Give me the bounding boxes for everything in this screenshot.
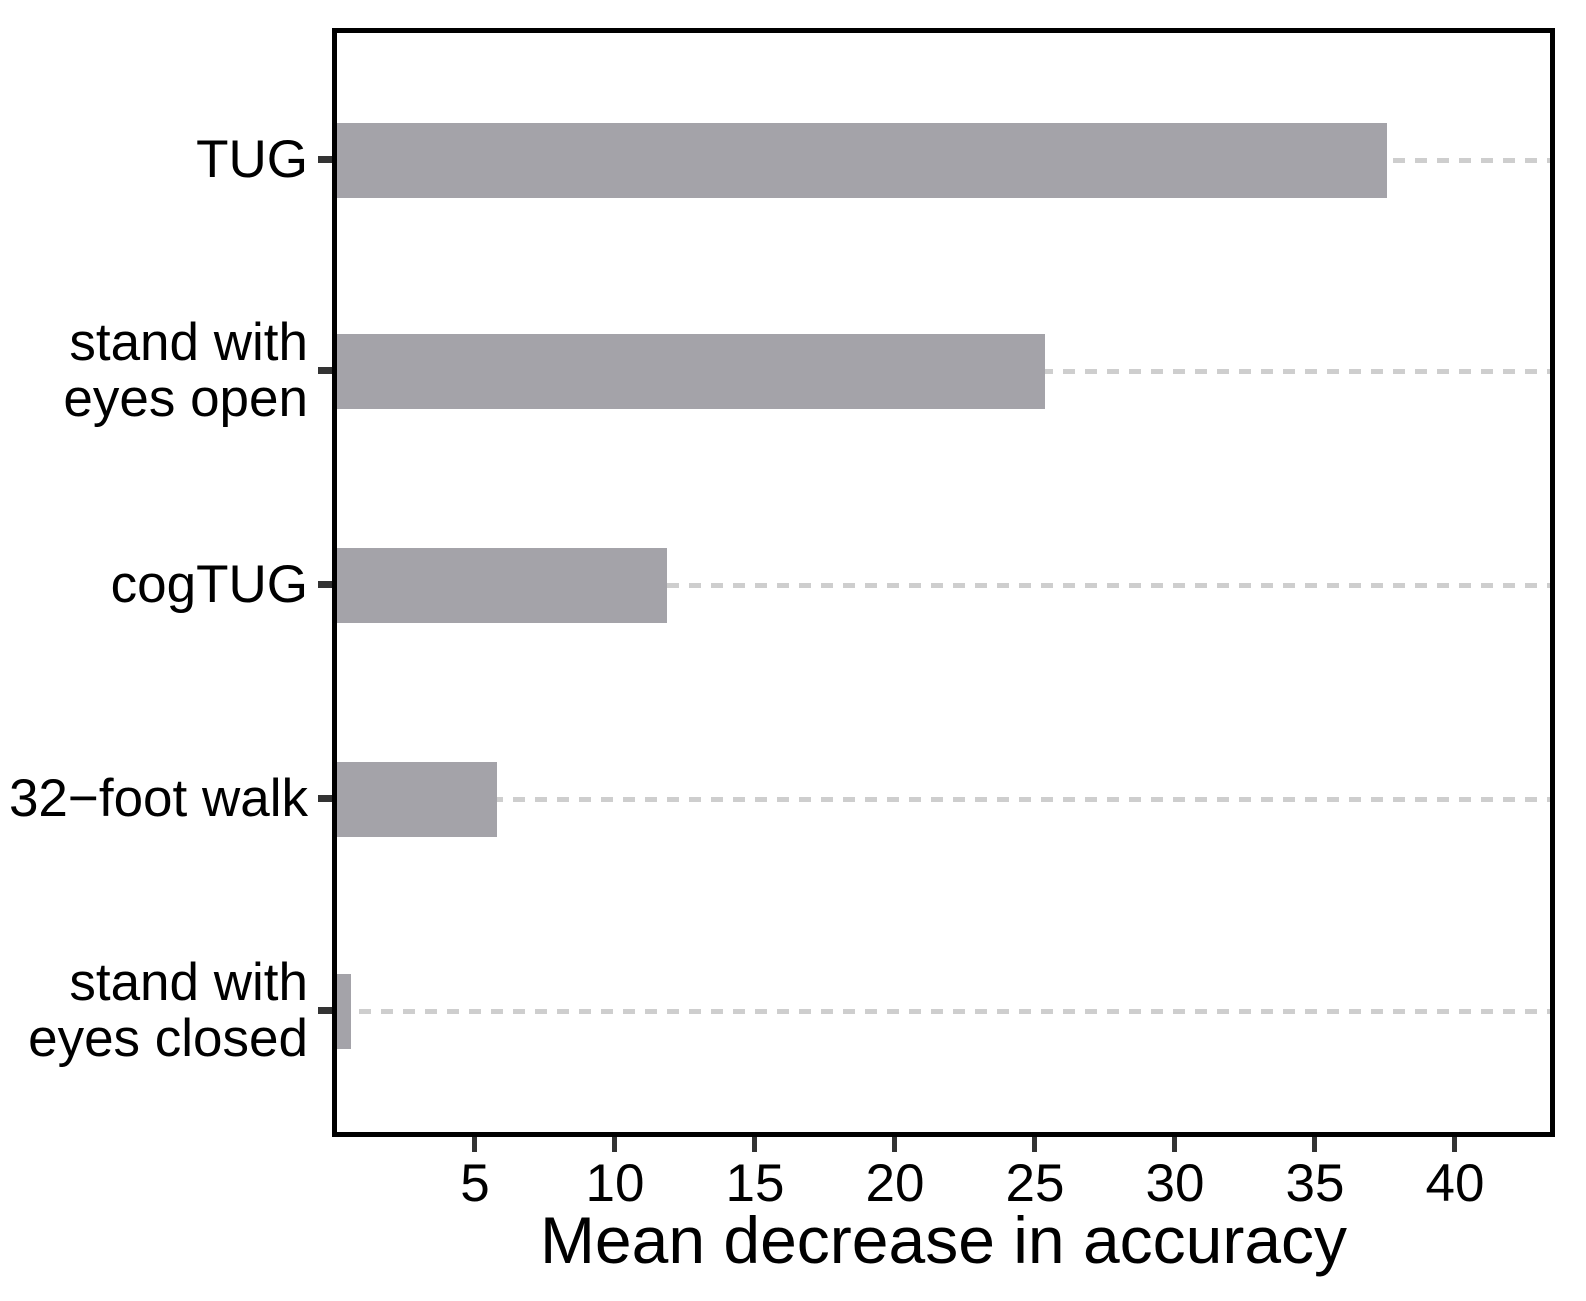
grid-line-cogtug	[337, 583, 1550, 588]
x-axis-tick-label-25: 25	[1005, 1154, 1065, 1213]
x-axis-tick-10	[612, 1137, 617, 1152]
x-axis-tick-label-15: 15	[725, 1154, 785, 1213]
x-axis-tick-20	[892, 1137, 897, 1152]
y-axis-label-cogtug: cogTUG	[110, 554, 308, 614]
plot-panel	[332, 28, 1555, 1137]
y-axis-tick-cogtug	[318, 581, 332, 588]
y-axis-tick-tug	[318, 156, 332, 163]
grid-line-stand-with-eyes-closed	[337, 1009, 1550, 1014]
grid-line-32-foot-walk	[337, 797, 1550, 802]
y-axis-tick-32-foot-walk	[318, 795, 332, 802]
bar-cogtug	[337, 547, 667, 623]
bar-stand-with-eyes-open	[337, 333, 1045, 409]
y-axis-tick-stand-with-eyes-open	[318, 367, 332, 374]
bar-tug	[337, 122, 1387, 198]
x-axis-tick-15	[752, 1137, 757, 1152]
y-axis-label-tug: TUG	[196, 129, 308, 189]
x-axis-title: Mean decrease in accuracy	[539, 1203, 1348, 1277]
y-axis-label-32-foot-walk: 32−foot walk	[8, 768, 308, 828]
x-axis-tick-label-20: 20	[865, 1154, 925, 1213]
x-axis-tick-30	[1172, 1137, 1177, 1152]
x-axis-tick-25	[1032, 1137, 1037, 1152]
x-axis-tick-label-35: 35	[1285, 1154, 1345, 1213]
bar-32-foot-walk	[337, 761, 497, 837]
x-axis-tick-label-40: 40	[1425, 1154, 1485, 1213]
y-axis-tick-stand-with-eyes-closed	[318, 1007, 332, 1014]
y-axis-label-stand-with-eyes-closed: stand with eyes closed	[28, 952, 308, 1068]
y-axis-label-stand-with-eyes-open: stand with eyes open	[63, 312, 308, 428]
bar-stand-with-eyes-closed	[337, 973, 351, 1049]
x-axis-tick-35	[1312, 1137, 1317, 1152]
x-axis-tick-label-10: 10	[585, 1154, 645, 1213]
x-axis-tick-40	[1452, 1137, 1457, 1152]
x-axis-tick-5	[472, 1137, 477, 1152]
x-axis-tick-label-5: 5	[460, 1154, 490, 1213]
x-axis-tick-label-30: 30	[1145, 1154, 1205, 1213]
